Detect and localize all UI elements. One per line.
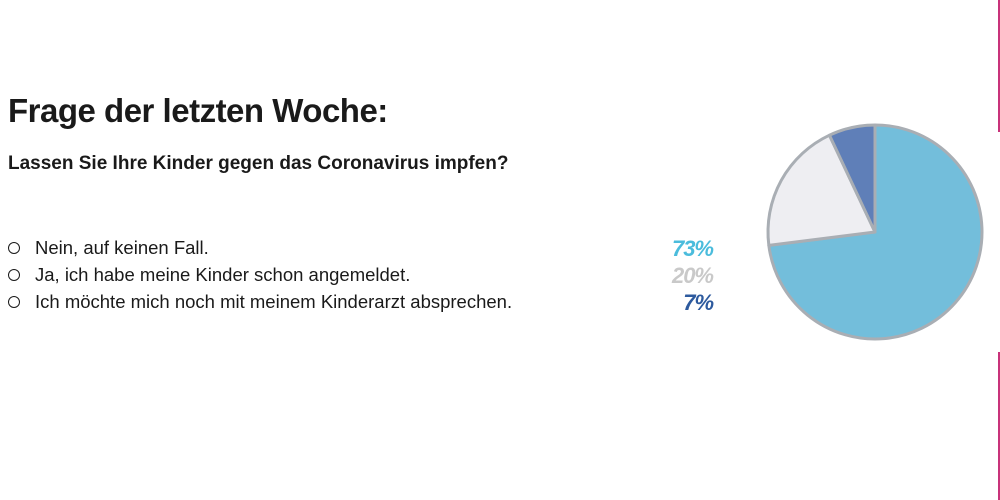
radio-circle-icon[interactable] (8, 269, 20, 281)
radio-circle-icon[interactable] (8, 296, 20, 308)
answer-percent: 20% (671, 263, 714, 288)
pie-slice-kinderarzt (827, 123, 877, 234)
answer-label: Nein, auf keinen Fall. (35, 237, 209, 258)
answer-label: Ja, ich habe meine Kinder schon angemeld… (35, 264, 411, 285)
answer-label: Ich möchte mich noch mit meinem Kinderar… (35, 291, 513, 312)
poll-question: Lassen Sie Ihre Kinder gegen das Coronav… (8, 153, 509, 174)
answer-option-kinderarzt[interactable]: Ich möchte mich noch mit meinem Kinderar… (8, 290, 714, 317)
answer-percent: 73% (671, 236, 714, 261)
pie-chart (766, 123, 984, 341)
answer-option-nein[interactable]: Nein, auf keinen Fall. 73% (8, 236, 714, 263)
poll-title: Frage der letzten Woche: (8, 92, 388, 129)
answer-option-ja[interactable]: Ja, ich habe meine Kinder schon angemeld… (8, 263, 714, 290)
radio-circle-icon[interactable] (8, 242, 20, 254)
answer-list: Nein, auf keinen Fall. 73% Ja, ich habe … (8, 236, 714, 317)
pie-slice-ja (766, 133, 877, 247)
edge-accent-top (998, 0, 1000, 132)
edge-accent-bottom (998, 352, 1000, 500)
answer-percent: 7% (683, 290, 714, 315)
